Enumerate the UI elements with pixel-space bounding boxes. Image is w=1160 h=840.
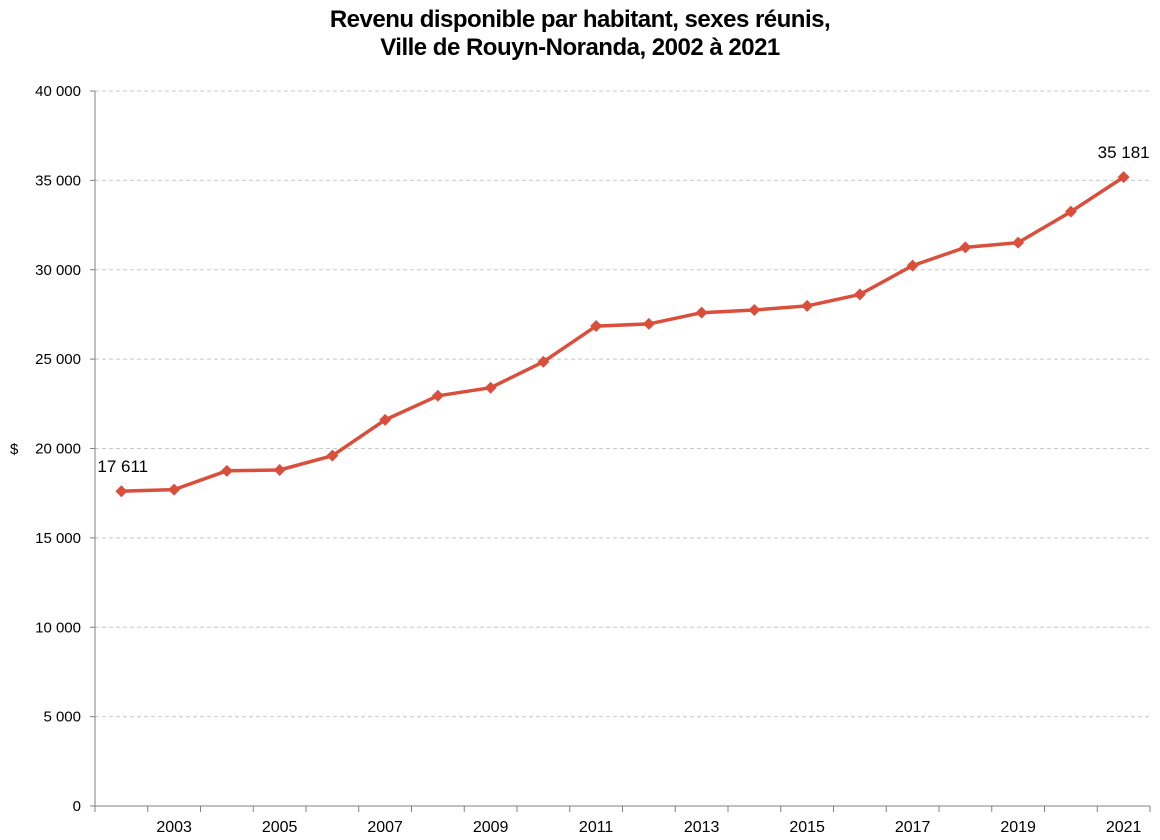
data-point — [853, 288, 866, 301]
x-tick-labels: 2003 2005 2007 2009 2011 2013 2015 2017 2019 2021 — [156, 819, 1141, 836]
x-tick-label: 2019 — [1000, 819, 1036, 836]
data-label: 35 181 — [1098, 143, 1150, 162]
chart-title-line-1: Revenu disponible par habitant, sexes ré… — [329, 6, 831, 33]
y-tick-label: 25 000 — [35, 351, 81, 368]
data-point — [801, 299, 814, 312]
y-tick-label: 30 000 — [35, 262, 81, 279]
y-tick-label: 35 000 — [35, 172, 81, 189]
grid-lines — [95, 90, 1150, 718]
data-point — [484, 381, 497, 394]
x-tick-label: 2017 — [895, 819, 931, 836]
data-point — [1064, 205, 1077, 218]
x-tick-label: 2013 — [684, 819, 720, 836]
data-point — [1117, 171, 1130, 184]
y-tick-label: 0 — [73, 798, 81, 815]
data-point — [959, 241, 972, 254]
x-tick-label: 2009 — [473, 819, 509, 836]
data-point — [748, 303, 761, 316]
series-line — [121, 175, 1125, 493]
data-point — [906, 259, 919, 272]
y-tick-label: 40 000 — [35, 83, 81, 100]
data-labels: 17 611 35 181 — [97, 143, 1149, 476]
axes — [90, 90, 1151, 812]
chart-title-line-2: Ville de Rouyn-Noranda, 2002 à 2021 — [380, 34, 780, 61]
y-tick-label: 20 000 — [35, 441, 81, 458]
data-label: 17 611 — [97, 457, 148, 476]
data-point — [537, 355, 550, 368]
y-tick-labels: 0 5 000 10 000 15 000 20 000 25 000 30 000 35 0… — [35, 83, 81, 815]
data-point — [273, 463, 286, 476]
series — [115, 171, 1130, 498]
x-tick-label: 2005 — [262, 819, 298, 836]
data-point — [642, 317, 655, 330]
y-tick-label: 5 000 — [43, 709, 81, 726]
x-tick-label: 2021 — [1106, 819, 1142, 836]
x-tick-label: 2015 — [789, 819, 825, 836]
data-point — [379, 413, 392, 426]
data-point — [220, 464, 233, 477]
data-point — [115, 485, 128, 498]
y-tick-label: 15 000 — [35, 530, 81, 547]
data-point — [431, 389, 444, 402]
chart-title: Revenu disponible par habitant, sexes ré… — [0, 6, 1160, 62]
data-point — [590, 320, 603, 333]
data-point — [168, 483, 181, 496]
y-tick-label: 10 000 — [35, 619, 81, 636]
data-point — [695, 306, 708, 319]
x-tick-label: 2011 — [579, 819, 614, 836]
data-point — [326, 449, 339, 462]
y-axis-label: $ — [10, 441, 19, 458]
x-tick-label: 2007 — [367, 819, 403, 836]
data-point — [1012, 236, 1025, 249]
x-tick-label: 2003 — [156, 819, 192, 836]
